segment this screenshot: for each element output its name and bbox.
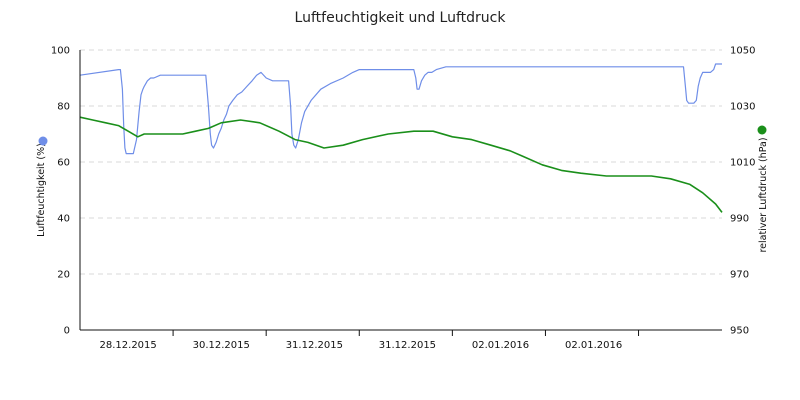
y-right-tick-label: 1030: [730, 102, 755, 113]
pressure-legend-dot: [757, 125, 767, 135]
x-tick-label: 31.12.2015: [379, 340, 436, 351]
grid: [80, 49, 722, 275]
axes: 0 20 40 60 80 100 950 970 990 1010 1030 1050 28.12.2…: [36, 46, 769, 352]
y-left-tick-label: 80: [57, 102, 70, 113]
y-right-tick-label: 1050: [730, 46, 755, 57]
plot-area: [79, 63, 723, 213]
y-left-tick-label: 0: [64, 326, 70, 337]
x-tick-label: 02.01.2016: [565, 340, 622, 351]
series-humidity-line: [79, 63, 722, 155]
series-pressure-line: [79, 116, 723, 213]
y-right-tick-label: 970: [730, 270, 749, 281]
y-left-tick-label: 20: [57, 270, 70, 281]
y-left-tick-label: 100: [51, 46, 70, 57]
x-tick-label: 28.12.2015: [100, 340, 157, 351]
y-right-tick-label: 990: [730, 214, 749, 225]
x-tick-label: 30.12.2015: [193, 340, 250, 351]
y-right-tick-label: 950: [730, 326, 749, 337]
y-left-tick-label: 40: [57, 214, 70, 225]
y-left-axis-title: Luftfeuchtigkeit (%): [36, 143, 47, 237]
y-left-tick-label: 60: [57, 158, 70, 169]
y-right-tick-label: 1010: [730, 158, 755, 169]
humidity-legend-dot: [38, 136, 48, 146]
x-tick-label: 02.01.2016: [472, 340, 529, 351]
chart-title: Luftfeuchtigkeit und Luftdruck: [295, 10, 507, 26]
x-tick-label: 31.12.2015: [286, 340, 343, 351]
y-right-axis-title: relativer Luftdruck (hPa): [758, 137, 769, 252]
